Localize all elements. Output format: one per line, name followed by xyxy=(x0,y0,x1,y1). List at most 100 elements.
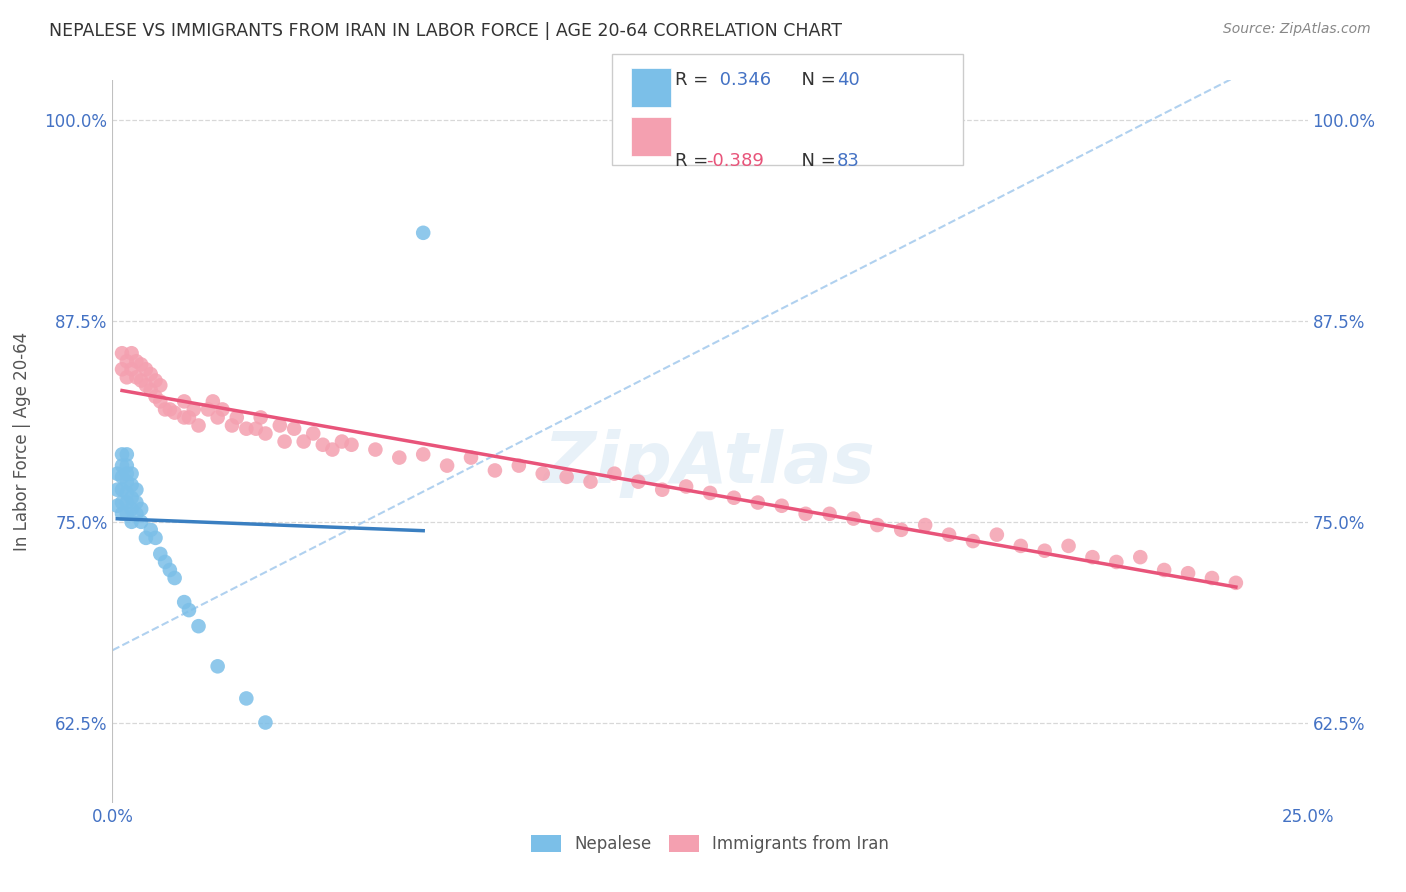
Text: ZipAtlas: ZipAtlas xyxy=(544,429,876,498)
Point xyxy=(163,406,186,420)
Point xyxy=(938,527,960,541)
Point xyxy=(173,410,195,425)
Point xyxy=(412,226,434,240)
Point xyxy=(139,367,162,381)
Text: -0.389: -0.389 xyxy=(706,152,763,169)
Point xyxy=(460,450,482,465)
Point xyxy=(111,470,134,484)
Point xyxy=(699,486,721,500)
Point xyxy=(842,511,865,525)
Point xyxy=(115,507,138,521)
Point xyxy=(125,483,148,497)
Point xyxy=(121,502,143,516)
Point xyxy=(484,463,506,477)
Point xyxy=(302,426,325,441)
Text: R =: R = xyxy=(675,71,714,89)
Text: N =: N = xyxy=(790,71,842,89)
Point xyxy=(121,467,143,481)
Point xyxy=(163,571,186,585)
Point xyxy=(149,394,172,409)
Point xyxy=(183,402,205,417)
Point xyxy=(129,502,152,516)
Point xyxy=(111,495,134,509)
Point xyxy=(149,547,172,561)
Text: N =: N = xyxy=(790,152,842,169)
Point xyxy=(177,410,200,425)
Point xyxy=(340,438,363,452)
Point xyxy=(1129,550,1152,565)
Point xyxy=(111,346,134,360)
Point xyxy=(962,534,984,549)
Point xyxy=(225,410,247,425)
Point xyxy=(1057,539,1080,553)
Point xyxy=(249,410,271,425)
Point xyxy=(115,447,138,461)
Point xyxy=(115,354,138,368)
Point xyxy=(197,402,219,417)
Point xyxy=(125,495,148,509)
Point xyxy=(187,418,209,433)
Point xyxy=(125,507,148,521)
Point xyxy=(269,418,291,433)
Text: 0.346: 0.346 xyxy=(714,71,772,89)
Point xyxy=(207,410,229,425)
Point xyxy=(153,402,176,417)
Point xyxy=(115,467,138,481)
Point xyxy=(388,450,411,465)
Text: 83: 83 xyxy=(837,152,859,169)
Point xyxy=(675,479,697,493)
Point xyxy=(986,527,1008,541)
Point xyxy=(129,515,152,529)
Point xyxy=(145,390,167,404)
Point xyxy=(129,358,152,372)
Point xyxy=(111,507,134,521)
Text: 40: 40 xyxy=(837,71,859,89)
Point xyxy=(153,555,176,569)
Point xyxy=(245,422,267,436)
Point xyxy=(436,458,458,473)
Point xyxy=(818,507,841,521)
Point xyxy=(115,475,138,489)
Point xyxy=(211,402,233,417)
Point xyxy=(121,491,143,505)
Point xyxy=(111,447,134,461)
Point xyxy=(770,499,793,513)
Text: Source: ZipAtlas.com: Source: ZipAtlas.com xyxy=(1223,22,1371,37)
Point xyxy=(115,370,138,384)
Point xyxy=(173,595,195,609)
Point xyxy=(603,467,626,481)
Point xyxy=(173,394,195,409)
Point xyxy=(105,467,128,481)
Point xyxy=(723,491,745,505)
Point xyxy=(412,447,434,461)
Point xyxy=(105,499,128,513)
Point xyxy=(235,422,257,436)
Point xyxy=(283,422,305,436)
Point xyxy=(1201,571,1223,585)
Point xyxy=(125,354,148,368)
Point xyxy=(866,518,889,533)
Point xyxy=(531,467,554,481)
Point xyxy=(1105,555,1128,569)
Point xyxy=(135,531,157,545)
Point xyxy=(794,507,817,521)
Point xyxy=(129,374,152,388)
Point xyxy=(111,362,134,376)
Point xyxy=(273,434,295,449)
Point xyxy=(747,495,769,509)
Point xyxy=(187,619,209,633)
Point xyxy=(235,691,257,706)
Point xyxy=(890,523,912,537)
Point xyxy=(627,475,650,489)
Point xyxy=(115,486,138,500)
Point xyxy=(105,483,128,497)
Point xyxy=(139,523,162,537)
Point xyxy=(1010,539,1032,553)
Point xyxy=(201,394,224,409)
Point xyxy=(651,483,673,497)
Y-axis label: In Labor Force | Age 20-64: In Labor Force | Age 20-64 xyxy=(13,332,31,551)
Point xyxy=(111,483,134,497)
Point xyxy=(121,362,143,376)
Point xyxy=(1153,563,1175,577)
Point xyxy=(145,374,167,388)
